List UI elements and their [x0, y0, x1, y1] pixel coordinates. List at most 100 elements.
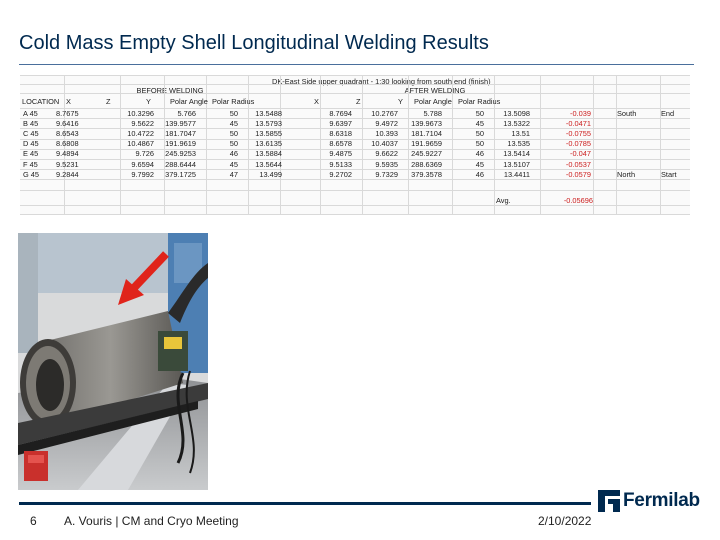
table-row-side: North: [617, 169, 636, 179]
fermilab-logo: Fermilab: [598, 490, 700, 512]
table-row-location: E 45: [23, 149, 39, 159]
table-gridline: [164, 75, 165, 215]
table-row-after-value: 9.6397: [329, 118, 352, 128]
table-row-before-value: 8.6543: [56, 128, 79, 138]
table-row-before-value: 379.1725: [165, 169, 196, 179]
table-row-after-value: 8.6578: [329, 139, 352, 149]
table-header-cell: X: [66, 97, 71, 106]
table-gridline: [64, 75, 65, 215]
table-header-cell: Y: [146, 97, 151, 106]
table-row-after-value: 9.7329: [375, 169, 398, 179]
table-header-cell: Y: [398, 97, 403, 106]
table-gridline: [20, 138, 690, 140]
table-row-after-value: 50: [475, 128, 484, 138]
table-gridline: [20, 75, 690, 76]
table-row-before-value: 8.7675: [56, 108, 79, 118]
table-row-before-value: 13.6135: [255, 139, 282, 149]
table-row-after-value: 50: [475, 108, 484, 118]
table-gridline: [616, 75, 617, 215]
welding-fixture-photo: [18, 233, 208, 490]
table-row-after-value: 8.7694: [329, 108, 352, 118]
table-row-before-value: 9.2844: [56, 169, 79, 179]
table-row-after-value: 13.51: [511, 128, 531, 138]
table-row-after-value: 191.9659: [411, 139, 442, 149]
table-row-before-value: 10.4867: [127, 139, 154, 149]
table-header-cell: Polar Radius: [458, 97, 501, 106]
table-row-before-value: 47: [229, 169, 238, 179]
table-row-before-value: 13.499: [259, 169, 282, 179]
table-gridline: [20, 159, 690, 160]
table-gridline: [120, 75, 121, 215]
avg-label: Avg.: [496, 196, 511, 205]
table-header-cell: Polar Angle: [170, 97, 208, 106]
table-gridline: [20, 108, 690, 109]
table-row-before-value: 45: [229, 118, 238, 128]
table-row-after-value: 10.4037: [371, 139, 398, 149]
slide-date: 2/10/2022: [538, 514, 592, 528]
table-row-before-value: 13.5488: [255, 108, 282, 118]
table-row-after-value: 8.6318: [329, 128, 352, 138]
table-row-before-value: 9.4894: [56, 149, 79, 159]
table-row-difference: -0.0579: [565, 169, 591, 179]
after-welding-label: AFTER WELDING: [404, 86, 466, 95]
table-row-difference: -0.0471: [565, 118, 591, 128]
table-header-cell: X: [314, 97, 319, 106]
table-row-difference: -0.0755: [565, 128, 591, 138]
table-row-before-value: 245.9253: [165, 149, 196, 159]
table-row-after-value: 46: [475, 149, 484, 159]
table-row-before-value: 181.7047: [165, 128, 196, 138]
table-row-difference: -0.0537: [565, 159, 591, 169]
table-row-before-value: 9.6594: [131, 159, 154, 169]
slide-title: Cold Mass Empty Shell Longitudinal Weldi…: [19, 32, 489, 54]
table-row-before-value: 9.6416: [56, 118, 79, 128]
table-row-before-value: 50: [229, 139, 238, 149]
table-gridline: [20, 84, 690, 85]
table-row-after-value: 13.5414: [503, 149, 530, 159]
table-row-after-value: 10.2767: [371, 108, 398, 118]
pointer-arrow-head: [118, 279, 144, 305]
table-row-after-value: 139.9673: [411, 118, 442, 128]
table-row-before-value: 8.6808: [56, 139, 79, 149]
table-row-after-value: 13.4411: [503, 169, 530, 179]
table-header-cell: Polar Angle: [414, 97, 452, 106]
table-row-before-value: 13.5793: [255, 118, 282, 128]
table-row-after-value: 379.3578: [411, 169, 442, 179]
table-gridline: [20, 189, 690, 191]
table-row-after-value: 9.4972: [375, 118, 398, 128]
table-row-after-value: 13.5098: [503, 108, 530, 118]
table-gridline: [248, 75, 249, 215]
table-gridline: [540, 75, 541, 215]
table-gridline: [20, 205, 690, 206]
table-row-before-value: 45: [229, 159, 238, 169]
table-row-difference: -0.0785: [565, 139, 591, 149]
table-row-after-value: 9.6622: [375, 149, 398, 159]
table-row-side: South: [617, 108, 637, 118]
table-row-before-value: 46: [229, 149, 238, 159]
table-gridline: [280, 75, 281, 215]
table-row-before-value: 13.5855: [255, 128, 282, 138]
table-row-after-value: 50: [475, 139, 484, 149]
table-row-before-value: 10.3296: [127, 108, 154, 118]
avg-value: -0.05696: [563, 196, 593, 205]
table-row-location: F 45: [23, 159, 38, 169]
table-gridline: [20, 93, 690, 94]
table-row-before-value: 288.6444: [165, 159, 196, 169]
pointer-arrow-shaft: [128, 251, 169, 294]
fermilab-logo-text: Fermilab: [623, 490, 700, 511]
table-row-before-value: 9.726: [135, 149, 155, 159]
table-gridline: [593, 75, 594, 215]
table-gridline: [320, 75, 321, 215]
table-row-after-value: 13.5107: [503, 159, 530, 169]
table-row-before-value: 191.9619: [165, 139, 196, 149]
table-header-cell: Polar Radius: [212, 97, 255, 106]
table-gridline: [20, 179, 690, 181]
table-row-after-value: 245.9227: [411, 149, 442, 159]
table-caption: DK-East Side upper quadrant - 1:30 looki…: [272, 77, 491, 86]
table-row-location: D 45: [23, 139, 39, 149]
table-row-after-value: 9.4875: [329, 149, 352, 159]
table-gridline: [494, 75, 495, 215]
table-row-after-value: 46: [475, 169, 484, 179]
table-row-before-value: 9.5231: [56, 159, 79, 169]
table-gridline: [20, 128, 690, 130]
table-row-before-value: 9.7992: [131, 169, 154, 179]
